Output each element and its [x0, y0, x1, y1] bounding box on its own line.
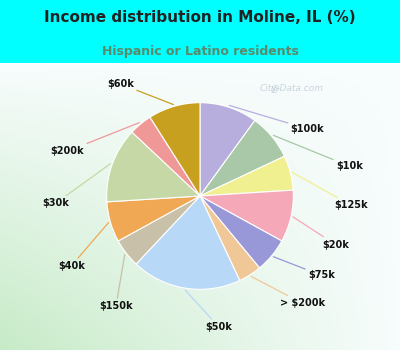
Wedge shape — [200, 196, 282, 268]
Wedge shape — [107, 196, 200, 241]
Text: $125k: $125k — [292, 172, 368, 210]
Text: Hispanic or Latino residents: Hispanic or Latino residents — [102, 45, 298, 58]
Wedge shape — [200, 156, 293, 196]
Text: @: @ — [265, 84, 279, 93]
Text: City-Data.com: City-Data.com — [260, 84, 324, 93]
Text: $40k: $40k — [58, 223, 108, 271]
Wedge shape — [200, 190, 293, 241]
Wedge shape — [150, 103, 200, 196]
Text: > $200k: > $200k — [251, 276, 325, 308]
Text: Income distribution in Moline, IL (%): Income distribution in Moline, IL (%) — [44, 10, 356, 25]
Text: $60k: $60k — [107, 79, 174, 105]
Wedge shape — [118, 196, 200, 264]
Text: $75k: $75k — [273, 257, 335, 280]
Text: $100k: $100k — [230, 105, 324, 134]
Text: $200k: $200k — [51, 122, 139, 156]
Text: $30k: $30k — [42, 164, 110, 209]
Text: $20k: $20k — [293, 217, 349, 250]
Wedge shape — [136, 196, 240, 289]
Wedge shape — [200, 103, 255, 196]
Wedge shape — [107, 132, 200, 202]
Text: $50k: $50k — [185, 290, 232, 332]
Wedge shape — [132, 117, 200, 196]
Text: $10k: $10k — [273, 135, 363, 171]
Wedge shape — [200, 120, 284, 196]
Wedge shape — [200, 196, 260, 280]
Text: $150k: $150k — [99, 254, 133, 311]
